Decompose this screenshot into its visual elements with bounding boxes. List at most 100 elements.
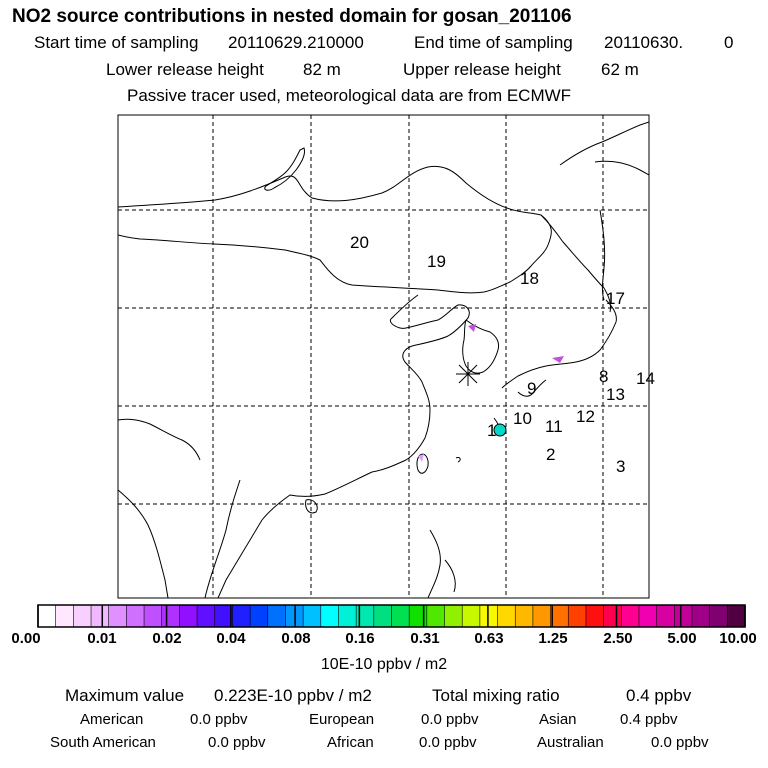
colorbar-swatch [161,605,181,627]
colorbar-tick-label: 0.01 [87,630,117,647]
colorbar-swatch [179,605,198,627]
colorbar-swatch [126,605,145,627]
chart-title: NO2 source contributions in nested domai… [12,6,572,27]
colorbar-tick-label: 5.00 [667,630,697,647]
colorbar-swatch [250,605,269,627]
colorbar-tick-label: 0.00 [11,630,41,647]
colorbar-swatch [638,605,658,627]
region-label-2: 2 [546,445,555,464]
region-name-australian: Australian [537,734,604,751]
region-name-south-american: South American [50,734,156,751]
start-time-value: 20110629.210000 [228,33,364,52]
receptor-marker [493,423,507,437]
tracer-note: Passive tracer used, meteorological data… [127,86,572,105]
plume-spot-japan [552,356,564,363]
colorbar-swatch [550,605,569,627]
region-label-8: 8 [599,367,608,386]
upper-height-value: 62 m [601,60,639,79]
colorbar-swatch [73,605,92,627]
region-value-south-american: 0.0 ppbv [208,734,266,751]
end-time-suffix: 0 [724,33,734,52]
region-label-1: 1 [487,421,496,440]
region-value-australian: 0.0 ppbv [651,734,709,751]
region-name-american: American [80,711,144,728]
region-label-14: 14 [636,369,655,388]
colorbar-swatch [691,605,711,627]
colorbar-tick-label: 0.63 [474,630,504,647]
lower-height-label: Lower release height [106,60,264,79]
colorbar-swatch [320,605,340,627]
colorbar-swatch [532,605,552,627]
colorbar-tick-label: 10.00 [719,630,757,647]
colorbar-swatch [674,605,693,627]
colorbar-swatch [356,605,375,627]
colorbar-swatch [585,605,605,627]
colorbar-tick-label: 2.50 [603,630,633,647]
star-marker [456,362,480,386]
colorbar-unit: 10E-10 ppbv / m2 [320,656,448,673]
region-label-18: 18 [520,269,539,288]
region-label-11: 11 [545,417,563,436]
region-name-asian: Asian [539,711,577,728]
coastlines [118,121,649,598]
plume-spots [418,324,564,462]
colorbar-swatch [497,605,516,627]
region-value-american: 0.0 ppbv [190,711,248,728]
region-label-9: 9 [527,379,536,398]
colorbar-swatch [391,605,410,627]
colorbar-swatch [727,605,746,627]
start-time-label: Start time of sampling [34,33,199,52]
colorbar-swatch [214,605,234,627]
colorbar-swatch [409,605,428,627]
total-mixing-value: 0.4 ppbv [626,686,692,705]
upper-height-label: Upper release height [403,60,561,79]
region-value-asian: 0.4 ppbv [620,711,678,728]
region-name-african: African [327,734,374,751]
colorbar-swatch [568,605,587,627]
region-label-13: 13 [606,385,625,404]
total-mixing-label: Total mixing ratio [432,686,560,705]
colorbar-tick-label: 1.25 [538,630,568,647]
colorbar-swatch [462,605,481,627]
colorbar [38,605,746,627]
colorbar-swatch [426,605,446,627]
colorbar-swatch [38,605,57,627]
colorbar-swatch [232,605,251,627]
colorbar-swatch [603,605,622,627]
region-label-10: 10 [513,409,532,428]
colorbar-swatch [709,605,728,627]
region-label-19: 19 [427,252,446,271]
colorbar-tick-label: 0.31 [410,630,440,647]
colorbar-tick-label: 0.16 [345,630,375,647]
region-value-european: 0.0 ppbv [421,711,479,728]
end-time-label: End time of sampling [414,33,573,52]
colorbar-swatch [444,605,463,627]
max-value: 0.223E-10 ppbv / m2 [214,686,372,705]
lower-height-value: 82 m [303,60,341,79]
colorbar-tick-label: 0.04 [216,630,246,647]
colorbar-swatch [656,605,675,627]
colorbar-swatch [515,605,534,627]
colorbar-swatch [338,605,357,627]
max-value-label: Maximum value [65,686,185,705]
colorbar-swatch [91,605,110,627]
colorbar-swatch [108,605,127,627]
plume-spot-taiwan [418,454,424,462]
plume-spot-korea [468,324,476,332]
colorbar-swatch [373,605,393,627]
colorbar-tick-label: 0.08 [281,630,311,647]
region-label-3: 3 [616,457,625,476]
colorbar-swatch [55,605,74,627]
region-label-12: 12 [576,407,595,426]
colorbar-swatch [144,605,163,627]
region-name-european: European [309,711,375,728]
map-gridlines [118,115,649,598]
region-label-20: 20 [350,233,369,252]
region-label-17: 17 [606,289,625,308]
colorbar-swatch [621,605,640,627]
colorbar-swatch [267,605,287,627]
region-value-african: 0.0 ppbv [419,734,477,751]
end-time-value: 20110630. [604,33,684,52]
map-frame [117,114,650,599]
